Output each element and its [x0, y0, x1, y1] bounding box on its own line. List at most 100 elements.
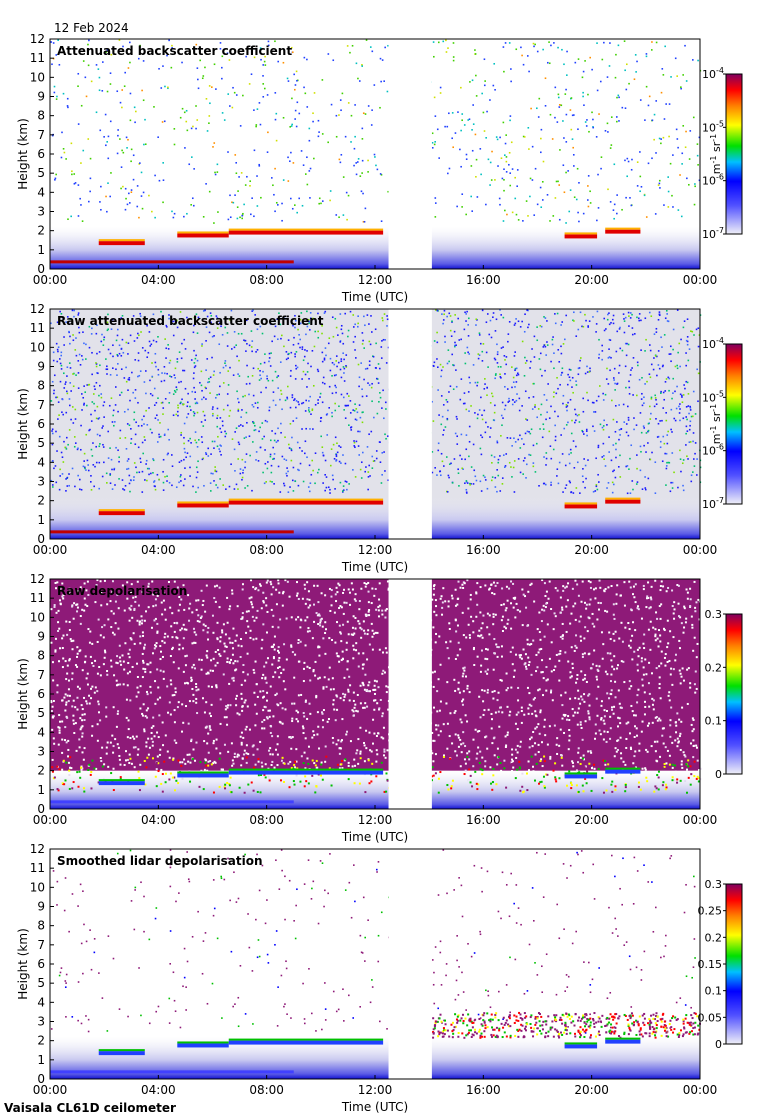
x-tick-label: 00:00: [33, 813, 68, 827]
cloud-layer: [228, 500, 384, 505]
y-tick-label: 11: [30, 321, 45, 335]
heatmap-field: [50, 39, 702, 269]
y-tick-label: 0: [37, 1072, 45, 1086]
y-tick-label: 1: [37, 1053, 45, 1067]
colorbar-tick-label: 0.05: [698, 1011, 723, 1024]
y-tick-label: 0: [37, 802, 45, 816]
y-axis-label: Height (km): [16, 928, 30, 999]
x-tick-label: 00:00: [683, 1083, 718, 1097]
y-tick-label: 12: [30, 572, 45, 586]
x-axis-label: Time (UTC): [341, 290, 408, 304]
cloud-layer: [228, 770, 384, 775]
y-tick-label: 2: [37, 1034, 45, 1048]
y-tick-label: 5: [37, 166, 45, 180]
x-tick-label: 12:00: [358, 1083, 393, 1097]
y-axis-label: Height (km): [16, 388, 30, 459]
y-tick-label: 11: [30, 591, 45, 605]
x-tick-label: 04:00: [141, 543, 176, 557]
date-label: 12 Feb 2024: [54, 21, 129, 35]
data-gap: [388, 309, 432, 539]
boundary-layer: [50, 530, 294, 534]
x-tick-label: 00:00: [33, 1083, 68, 1097]
x-tick-label: 08:00: [249, 543, 284, 557]
colorbar: [725, 73, 743, 235]
y-tick-label: 8: [37, 109, 45, 123]
x-tick-label: 12:00: [358, 813, 393, 827]
cloud-layer: [98, 241, 145, 246]
data-gap: [388, 579, 432, 809]
y-tick-label: 2: [37, 494, 45, 508]
y-tick-label: 10: [30, 880, 45, 894]
cloud-layer: [605, 229, 641, 234]
x-tick-label: 04:00: [141, 273, 176, 287]
colorbar-tick-label: 0.1: [705, 715, 723, 728]
y-tick-label: 7: [37, 668, 45, 682]
cloud-layer: [605, 769, 641, 774]
cloud-layer: [98, 511, 145, 516]
colorbar: [725, 343, 743, 505]
y-tick-label: 10: [30, 610, 45, 624]
heatmap-field: [50, 579, 702, 809]
colorbar-unit: m-1 sr-1: [709, 134, 723, 174]
y-tick-label: 2: [37, 764, 45, 778]
x-tick-label: 00:00: [683, 273, 718, 287]
x-axis-label: Time (UTC): [341, 830, 408, 844]
y-tick-label: 4: [37, 995, 45, 1009]
colorbar-tick-label: 10-7: [702, 226, 724, 241]
y-tick-label: 7: [37, 398, 45, 412]
x-tick-label: 12:00: [358, 273, 393, 287]
y-tick-label: 7: [37, 938, 45, 952]
y-tick-label: 9: [37, 360, 45, 374]
y-tick-label: 9: [37, 630, 45, 644]
x-tick-label: 20:00: [574, 273, 609, 287]
colorbar-tick-label: 10-4: [702, 336, 724, 351]
y-tick-label: 8: [37, 919, 45, 933]
panel-4: Smoothed lidar depolarisation01234567891…: [16, 842, 743, 1114]
y-tick-label: 12: [30, 32, 45, 46]
y-axis-label: Height (km): [16, 658, 30, 729]
cloud-layer: [605, 499, 641, 504]
colorbar-tick-label: 10-5: [702, 119, 724, 134]
y-tick-label: 1: [37, 243, 45, 257]
x-tick-label: 08:00: [249, 1083, 284, 1097]
panel-title: Raw attenuated backscatter coefficient: [57, 314, 324, 328]
x-tick-label: 00:00: [683, 543, 718, 557]
cloud-layer: [177, 233, 229, 238]
x-tick-label: 08:00: [249, 273, 284, 287]
colorbar: [725, 883, 743, 1045]
y-tick-label: 6: [37, 147, 45, 161]
cloud-layer: [564, 504, 598, 509]
cloud-layer: [564, 774, 598, 779]
instrument-label: Vaisala CL61D ceilometer: [4, 1101, 176, 1115]
data-gap: [388, 39, 432, 269]
y-tick-label: 4: [37, 185, 45, 199]
y-tick-label: 8: [37, 379, 45, 393]
cloud-layer: [228, 1040, 384, 1045]
panel-2: Raw attenuated backscatter coefficient 0 1…: [16, 302, 743, 574]
colorbar-tick-label: 0: [715, 768, 722, 781]
colorbar-tick-label: 10-6: [702, 173, 724, 188]
panel-title: Raw depolarisation: [57, 584, 187, 598]
x-tick-label: 20:00: [574, 543, 609, 557]
y-tick-label: 6: [37, 957, 45, 971]
boundary-layer: [50, 260, 294, 264]
y-tick-label: 3: [37, 205, 45, 219]
cloud-layer: [228, 230, 384, 235]
y-tick-label: 8: [37, 649, 45, 663]
y-tick-label: 6: [37, 417, 45, 431]
colorbar-tick-label: 0: [715, 1038, 722, 1051]
colorbar-tick-label: 10-5: [702, 389, 724, 404]
y-tick-label: 5: [37, 976, 45, 990]
x-tick-label: 04:00: [141, 813, 176, 827]
x-tick-label: 20:00: [574, 1083, 609, 1097]
colorbar-tick-label: 0.2: [705, 931, 723, 944]
y-tick-label: 3: [37, 1015, 45, 1029]
cloud-layer: [605, 1039, 641, 1044]
y-tick-label: 0: [37, 262, 45, 276]
panel-title: Smoothed lidar depolarisation: [57, 854, 263, 868]
heatmap-field: [50, 309, 702, 539]
colorbar: [725, 613, 743, 775]
x-axis-label: Time (UTC): [341, 560, 408, 574]
y-tick-label: 11: [30, 51, 45, 65]
